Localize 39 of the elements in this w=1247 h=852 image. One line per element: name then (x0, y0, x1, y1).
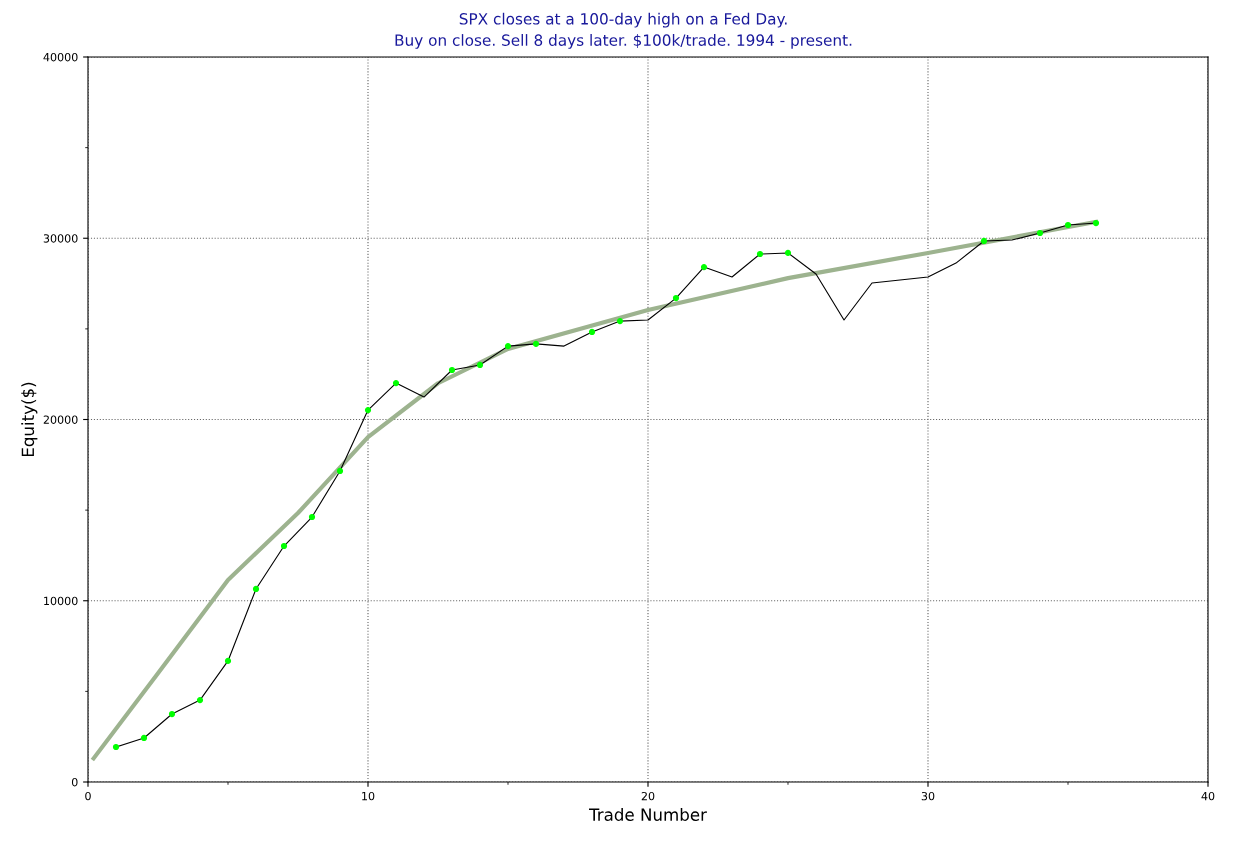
point (112, 743, 120, 751)
x-tick-label: 30 (921, 791, 935, 801)
point (1036, 229, 1044, 237)
y-tick-label: 40000 (43, 52, 78, 62)
point (196, 696, 204, 704)
chart-title: SPX closes at a 100-day high on a Fed Day. (459, 12, 787, 28)
point (252, 585, 260, 593)
x-axis-title: Trade Number (589, 808, 707, 821)
point (1064, 221, 1072, 229)
point (476, 361, 484, 369)
x-tick-label: 10 (362, 791, 375, 801)
chart-subtitle: Buy on close. Sell 8 days later. $100k/trade. 1994 - present. (395, 34, 852, 49)
y-axis-title: Equity($) (21, 382, 38, 457)
point (784, 249, 792, 257)
point (1092, 219, 1100, 227)
y-tick-label: 0 (71, 777, 78, 787)
point (280, 542, 288, 550)
point (336, 467, 344, 475)
point (448, 366, 456, 374)
x-tick-label: 0 (85, 791, 91, 801)
point (616, 317, 624, 325)
point (700, 263, 708, 271)
y-tick-label: 10000 (44, 596, 78, 606)
point (168, 710, 176, 718)
point (364, 406, 372, 414)
point (140, 734, 148, 742)
point (504, 342, 512, 350)
point (532, 340, 540, 348)
y-tick-label: 20000 (43, 415, 78, 424)
point (308, 513, 316, 521)
point (224, 657, 232, 665)
point (756, 250, 764, 258)
point (392, 379, 400, 387)
point (672, 294, 680, 302)
point (588, 328, 596, 336)
x-tick-label: 40 (1201, 791, 1215, 801)
x-tick-label: 20 (641, 791, 655, 801)
y-tick-label: 30000 (43, 234, 78, 243)
point (980, 237, 988, 245)
